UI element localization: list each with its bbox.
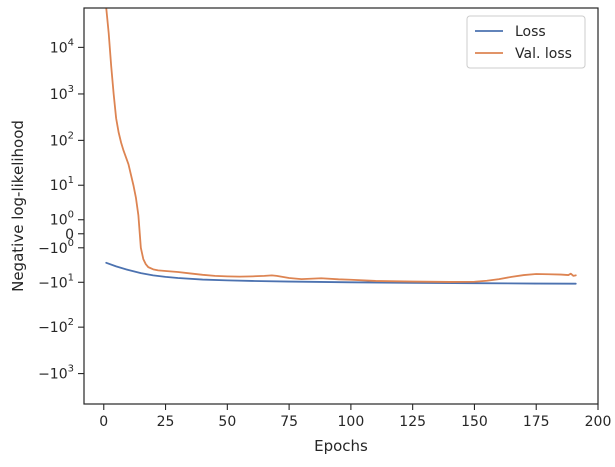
legend-label-val-loss: Val. loss (515, 46, 572, 62)
x-tick-label: 0 (99, 414, 108, 430)
axes-frame (83, 7, 599, 405)
series-line-loss (105, 261, 577, 285)
series-layer (105, 8, 577, 285)
x-tick-label: 50 (218, 414, 236, 430)
x-tick-label: 75 (280, 414, 298, 430)
legend: Loss Val. loss (466, 15, 586, 69)
x-tick-label: 175 (523, 414, 550, 430)
x-axis-label: Epochs (314, 437, 368, 455)
tick-layer: 0 25 50 75 100 125 150 175 2001041031021011000−1… (38, 37, 611, 430)
y-tick-label: 102 (50, 130, 74, 149)
y-tick-label: 101 (50, 175, 74, 194)
y-tick-label: 0 (65, 227, 74, 243)
legend-label-loss: Loss (515, 24, 546, 40)
y-tick-label: 104 (50, 37, 74, 56)
x-tick-label: 150 (461, 414, 488, 430)
y-tick-label: 103 (50, 84, 74, 103)
y-tick-label: −101 (38, 272, 74, 291)
y-tick-label: 100 (50, 210, 74, 229)
legend-box (466, 15, 586, 69)
y-tick-label: −100 (38, 238, 74, 257)
series-line-val-loss (105, 8, 577, 283)
y-tick-label: −103 (38, 364, 74, 383)
x-tick-label: 25 (157, 414, 175, 430)
y-tick-label: −102 (38, 317, 74, 336)
x-tick-label: 100 (338, 414, 365, 430)
x-tick-label: 200 (585, 414, 612, 430)
x-tick-label: 125 (399, 414, 426, 430)
y-axis-label: Negative log-likelihood (9, 120, 27, 292)
